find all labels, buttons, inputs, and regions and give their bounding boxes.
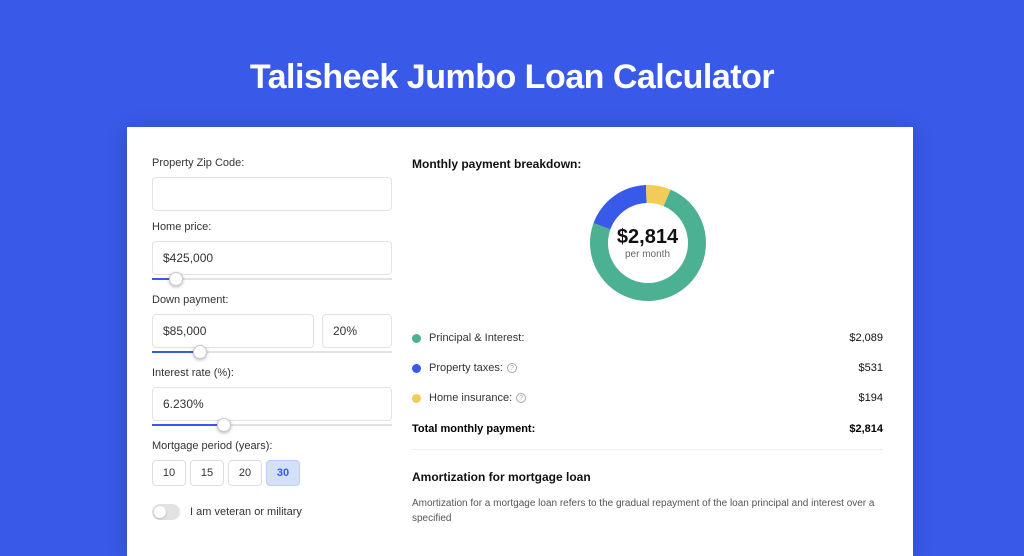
donut-slice	[593, 185, 646, 229]
veteran-label: I am veteran or military	[190, 506, 302, 518]
info-icon[interactable]: ?	[507, 363, 517, 373]
down-payment-slider[interactable]	[152, 347, 392, 357]
legend: Principal & Interest:$2,089Property taxe…	[412, 323, 883, 413]
amortization-text: Amortization for a mortgage loan refers …	[412, 496, 883, 526]
home-price-input[interactable]	[152, 241, 392, 275]
veteran-toggle[interactable]	[152, 504, 180, 520]
legend-label: Principal & Interest:	[429, 332, 849, 344]
legend-dot	[412, 394, 421, 403]
legend-dot	[412, 334, 421, 343]
period-button-15[interactable]: 15	[190, 460, 224, 486]
breakdown-column: Monthly payment breakdown: $2,814 per mo…	[412, 157, 883, 526]
home-price-group: Home price:	[152, 221, 392, 284]
veteran-row: I am veteran or military	[152, 504, 392, 520]
down-payment-group: Down payment:	[152, 294, 392, 357]
legend-row: Home insurance: ?$194	[412, 383, 883, 413]
donut-amount: $2,814	[617, 226, 678, 249]
period-button-30[interactable]: 30	[266, 460, 300, 486]
interest-group: Interest rate (%):	[152, 367, 392, 430]
down-payment-label: Down payment:	[152, 294, 392, 306]
legend-dot	[412, 364, 421, 373]
legend-label: Home insurance: ?	[429, 392, 859, 404]
home-price-slider[interactable]	[152, 274, 392, 284]
amortization-title: Amortization for mortgage loan	[412, 470, 883, 484]
interest-input[interactable]	[152, 387, 392, 421]
zip-input[interactable]	[152, 177, 392, 211]
donut-chart: $2,814 per month	[412, 183, 883, 303]
legend-value: $194	[859, 392, 883, 404]
total-value: $2,814	[849, 423, 883, 435]
period-button-10[interactable]: 10	[152, 460, 186, 486]
period-button-20[interactable]: 20	[228, 460, 262, 486]
down-payment-pct-input[interactable]	[322, 314, 392, 348]
total-label: Total monthly payment:	[412, 423, 849, 435]
calculator-card: Property Zip Code: Home price: Down paym…	[127, 127, 913, 556]
page-title: Talisheek Jumbo Loan Calculator	[0, 0, 1024, 97]
legend-label: Property taxes: ?	[429, 362, 859, 374]
period-group: Mortgage period (years): 10152030	[152, 440, 392, 486]
donut-center: $2,814 per month	[617, 226, 678, 260]
down-payment-input[interactable]	[152, 314, 314, 348]
zip-field-group: Property Zip Code:	[152, 157, 392, 211]
home-price-label: Home price:	[152, 221, 392, 233]
legend-row: Principal & Interest:$2,089	[412, 323, 883, 353]
period-button-group: 10152030	[152, 460, 392, 486]
legend-value: $531	[859, 362, 883, 374]
info-icon[interactable]: ?	[516, 393, 526, 403]
interest-slider[interactable]	[152, 420, 392, 430]
total-row: Total monthly payment: $2,814	[412, 413, 883, 450]
form-column: Property Zip Code: Home price: Down paym…	[152, 157, 392, 526]
interest-label: Interest rate (%):	[152, 367, 392, 379]
legend-value: $2,089	[849, 332, 883, 344]
legend-row: Property taxes: ?$531	[412, 353, 883, 383]
period-label: Mortgage period (years):	[152, 440, 392, 452]
zip-label: Property Zip Code:	[152, 157, 392, 169]
breakdown-title: Monthly payment breakdown:	[412, 157, 883, 171]
donut-sub: per month	[617, 249, 678, 260]
